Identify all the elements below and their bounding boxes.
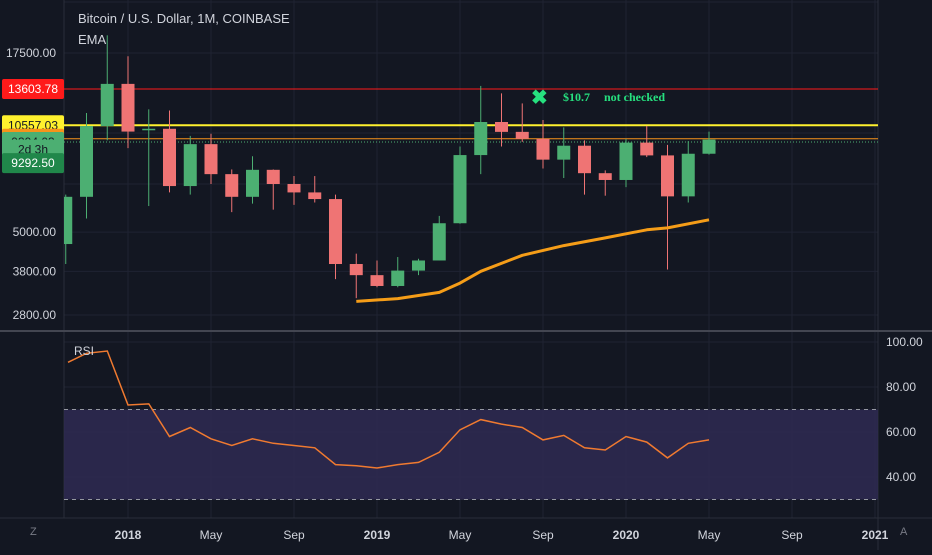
time-tick-label: 2018	[115, 528, 142, 542]
candle-body	[183, 144, 197, 187]
price-tick-label: 2800.00	[13, 308, 57, 322]
time-tick-label: Sep	[283, 528, 305, 542]
candle-body	[370, 275, 384, 286]
candle-body	[453, 155, 467, 224]
candle-body	[495, 122, 508, 132]
candle-body	[391, 270, 405, 286]
rsi-band	[64, 409, 878, 500]
rsi-tick-label: 80.00	[886, 380, 916, 394]
candle-body	[474, 122, 488, 156]
candle-body	[515, 131, 529, 139]
annotation-status: not checked	[604, 90, 665, 104]
candle-body	[349, 264, 363, 276]
candle-body	[225, 174, 239, 197]
ema-line	[356, 218, 710, 303]
price-tick-label: 5000.00	[13, 225, 57, 239]
time-tick-label: May	[698, 528, 721, 542]
price-plot-area	[64, 35, 878, 303]
candle-body	[121, 83, 135, 132]
candle-body	[287, 184, 301, 193]
candle-body	[557, 145, 571, 160]
time-tick-label: Sep	[532, 528, 554, 542]
rsi-legend-label: RSI	[74, 344, 95, 358]
price-tag-bg	[2, 153, 64, 174]
price-tag-label: 9292.50	[11, 156, 55, 170]
candle-body	[100, 83, 114, 127]
candle-body	[163, 128, 176, 187]
candle-body	[329, 199, 342, 265]
time-tick-label: 2021	[862, 528, 889, 542]
candle-body	[142, 128, 156, 131]
axis-corner-right[interactable]: A	[900, 526, 908, 538]
annotation-price: $10.7	[563, 90, 590, 104]
candle-body	[266, 169, 280, 184]
price-tick-label: 3800.00	[13, 264, 57, 278]
cross-mark-icon: ✖	[531, 87, 548, 109]
candle-body	[598, 173, 612, 180]
rsi-line	[67, 350, 710, 469]
candle-body	[661, 155, 674, 197]
candle-body	[536, 138, 550, 160]
candle-body	[64, 196, 73, 245]
time-tick-label: 2019	[364, 528, 391, 542]
rsi-tick-label: 100.00	[886, 335, 923, 349]
rsi-tick-label: 40.00	[886, 470, 916, 484]
chart-title: Bitcoin / U.S. Dollar, 1M, COINBASE	[78, 11, 290, 26]
candle-body	[619, 142, 633, 180]
time-tick-label: Sep	[781, 528, 803, 542]
candle-body	[308, 192, 322, 200]
rsi-tick-label: 60.00	[886, 425, 916, 439]
ema-legend-label: EMA	[78, 32, 107, 47]
time-tick-label: 2020	[613, 528, 640, 542]
candle-body	[80, 126, 93, 197]
price-tick-label: 17500.00	[6, 46, 56, 60]
time-tick-label: May	[200, 528, 223, 542]
candle-body	[578, 145, 591, 174]
candle-body	[640, 142, 654, 156]
candle-body	[412, 260, 425, 271]
candle-body	[681, 153, 695, 197]
price-tag-bg	[2, 79, 64, 100]
axis-corner-left[interactable]: Z	[30, 526, 37, 538]
time-tick-label: May	[449, 528, 472, 542]
candle-body	[246, 169, 259, 197]
price-tag-label: 13603.78	[8, 82, 58, 96]
candle-body	[702, 139, 716, 154]
candle-body	[432, 223, 446, 261]
candle-body	[204, 144, 218, 175]
